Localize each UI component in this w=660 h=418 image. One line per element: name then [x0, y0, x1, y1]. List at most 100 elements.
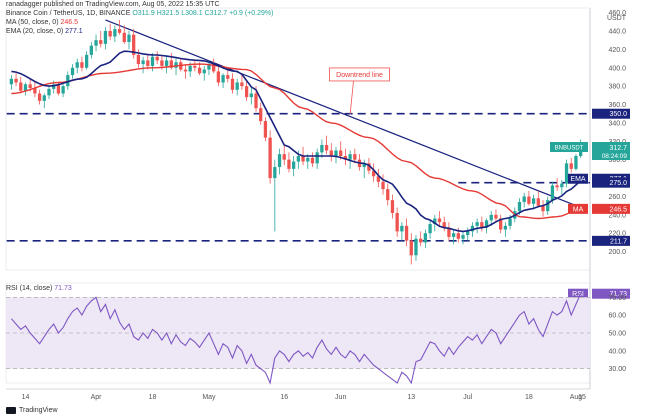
- candle: [127, 30, 131, 50]
- candle-body: [292, 161, 296, 169]
- candle: [230, 73, 235, 94]
- candle: [541, 200, 545, 217]
- candle-body: [216, 71, 221, 83]
- candle-body: [541, 205, 545, 212]
- candle-body: [555, 185, 559, 188]
- candle: [202, 65, 206, 81]
- candle: [329, 143, 333, 162]
- candle-body: [160, 60, 164, 66]
- rsi-legend[interactable]: RSI (14, close) 71.73: [6, 285, 72, 292]
- downtrend-annotation: Downtrend line: [329, 67, 390, 115]
- ema-legend[interactable]: EMA (20, close, 0) 277.1: [6, 28, 83, 35]
- candle-body: [461, 235, 465, 239]
- candle-body: [574, 156, 578, 169]
- candle-body: [169, 60, 173, 68]
- candle-body: [277, 154, 282, 168]
- price-axis: 200.0220.0240.0260.0280.0300.0320.0340.0…: [608, 10, 626, 256]
- candle: [263, 117, 268, 142]
- candle-body: [70, 67, 75, 76]
- candle-body: [254, 93, 258, 109]
- candle-body: [466, 231, 470, 236]
- candle: [475, 218, 479, 234]
- candle-body: [127, 34, 131, 43]
- tradingview-logo[interactable]: TradingView: [6, 407, 58, 414]
- ma-price-text: 246.5: [609, 206, 627, 213]
- candle-body: [268, 137, 272, 179]
- candle: [499, 214, 503, 234]
- candle-body: [508, 218, 512, 226]
- candle: [404, 218, 409, 247]
- candle-body: [244, 86, 249, 98]
- rsi-legend-value: 71.73: [54, 285, 72, 292]
- candle: [546, 196, 550, 215]
- candle-body: [527, 196, 531, 204]
- candle-body: [442, 222, 446, 228]
- candle-body: [23, 84, 28, 91]
- candle-body: [28, 84, 32, 88]
- candle-body: [155, 56, 159, 61]
- candle-body: [193, 65, 197, 68]
- candle-body: [339, 150, 343, 157]
- candle: [447, 222, 451, 241]
- published-caption: ranadagger published on TradingView.com,…: [6, 1, 220, 8]
- ema-tag: [568, 173, 588, 184]
- candle-body: [249, 93, 253, 98]
- price-pane-frame: [5, 7, 591, 271]
- ohlc-values: O311.9 H321.5 L308.1 C312.7 +0.9 (+0.29%…: [132, 10, 274, 17]
- rsi-axis: 30.00 40.00 50.00 60.00 70.00: [608, 295, 626, 373]
- ma-legend-value: 246.5: [60, 19, 79, 26]
- price-tick-label: 360.0: [608, 102, 626, 109]
- candle: [174, 58, 178, 76]
- candle-body: [212, 64, 216, 72]
- candle-body: [37, 93, 42, 101]
- candle-body: [75, 62, 79, 68]
- price-tick-label: 340.0: [608, 120, 626, 127]
- candle: [132, 29, 136, 59]
- candle-body: [386, 189, 390, 201]
- time-tick-label: 18: [525, 394, 533, 401]
- candle-body: [296, 156, 300, 162]
- candle: [423, 229, 428, 248]
- candle: [494, 209, 498, 223]
- rsi-tag: [568, 288, 588, 299]
- candle: [527, 190, 531, 206]
- candle-body: [404, 225, 409, 241]
- candle-body: [334, 150, 338, 157]
- candle: [70, 64, 75, 79]
- candle: [451, 229, 456, 245]
- symbol-tag: [550, 142, 588, 153]
- price-tick-label: 200.0: [608, 249, 626, 256]
- rsi-price-text: 71.73: [609, 291, 627, 298]
- candle: [564, 159, 569, 188]
- candle-body: [470, 225, 475, 232]
- candle: [9, 75, 13, 90]
- candle: [221, 73, 225, 88]
- candle: [390, 194, 395, 219]
- price-tick-label: 240.0: [608, 212, 626, 219]
- candle-body: [475, 222, 479, 226]
- candle-body: [61, 86, 65, 94]
- candle: [315, 148, 319, 169]
- candle-body: [174, 62, 178, 68]
- rsi-line: [10, 293, 582, 385]
- candle-body: [84, 54, 89, 68]
- candle: [47, 86, 51, 100]
- price-tick-label: 220.0: [608, 231, 626, 238]
- candle: [103, 27, 108, 50]
- candle-body: [494, 214, 498, 219]
- time-tick-label: Jul: [463, 394, 472, 401]
- price-labels: USDT350.0BNBUSDT312.708:24:09EMA277.1275…: [550, 15, 630, 299]
- ma-legend[interactable]: MA (50, close, 0) 246.5: [6, 19, 78, 26]
- candle: [414, 235, 418, 261]
- rsi-price-tag: [592, 288, 630, 299]
- candle-body: [400, 225, 404, 232]
- candle: [80, 56, 84, 72]
- candle: [37, 89, 42, 105]
- countdown-text: 08:24:09: [602, 153, 628, 160]
- candle: [531, 194, 536, 210]
- candle: [409, 233, 413, 265]
- candle-body: [56, 84, 61, 94]
- candle: [324, 135, 329, 155]
- candle: [183, 64, 188, 79]
